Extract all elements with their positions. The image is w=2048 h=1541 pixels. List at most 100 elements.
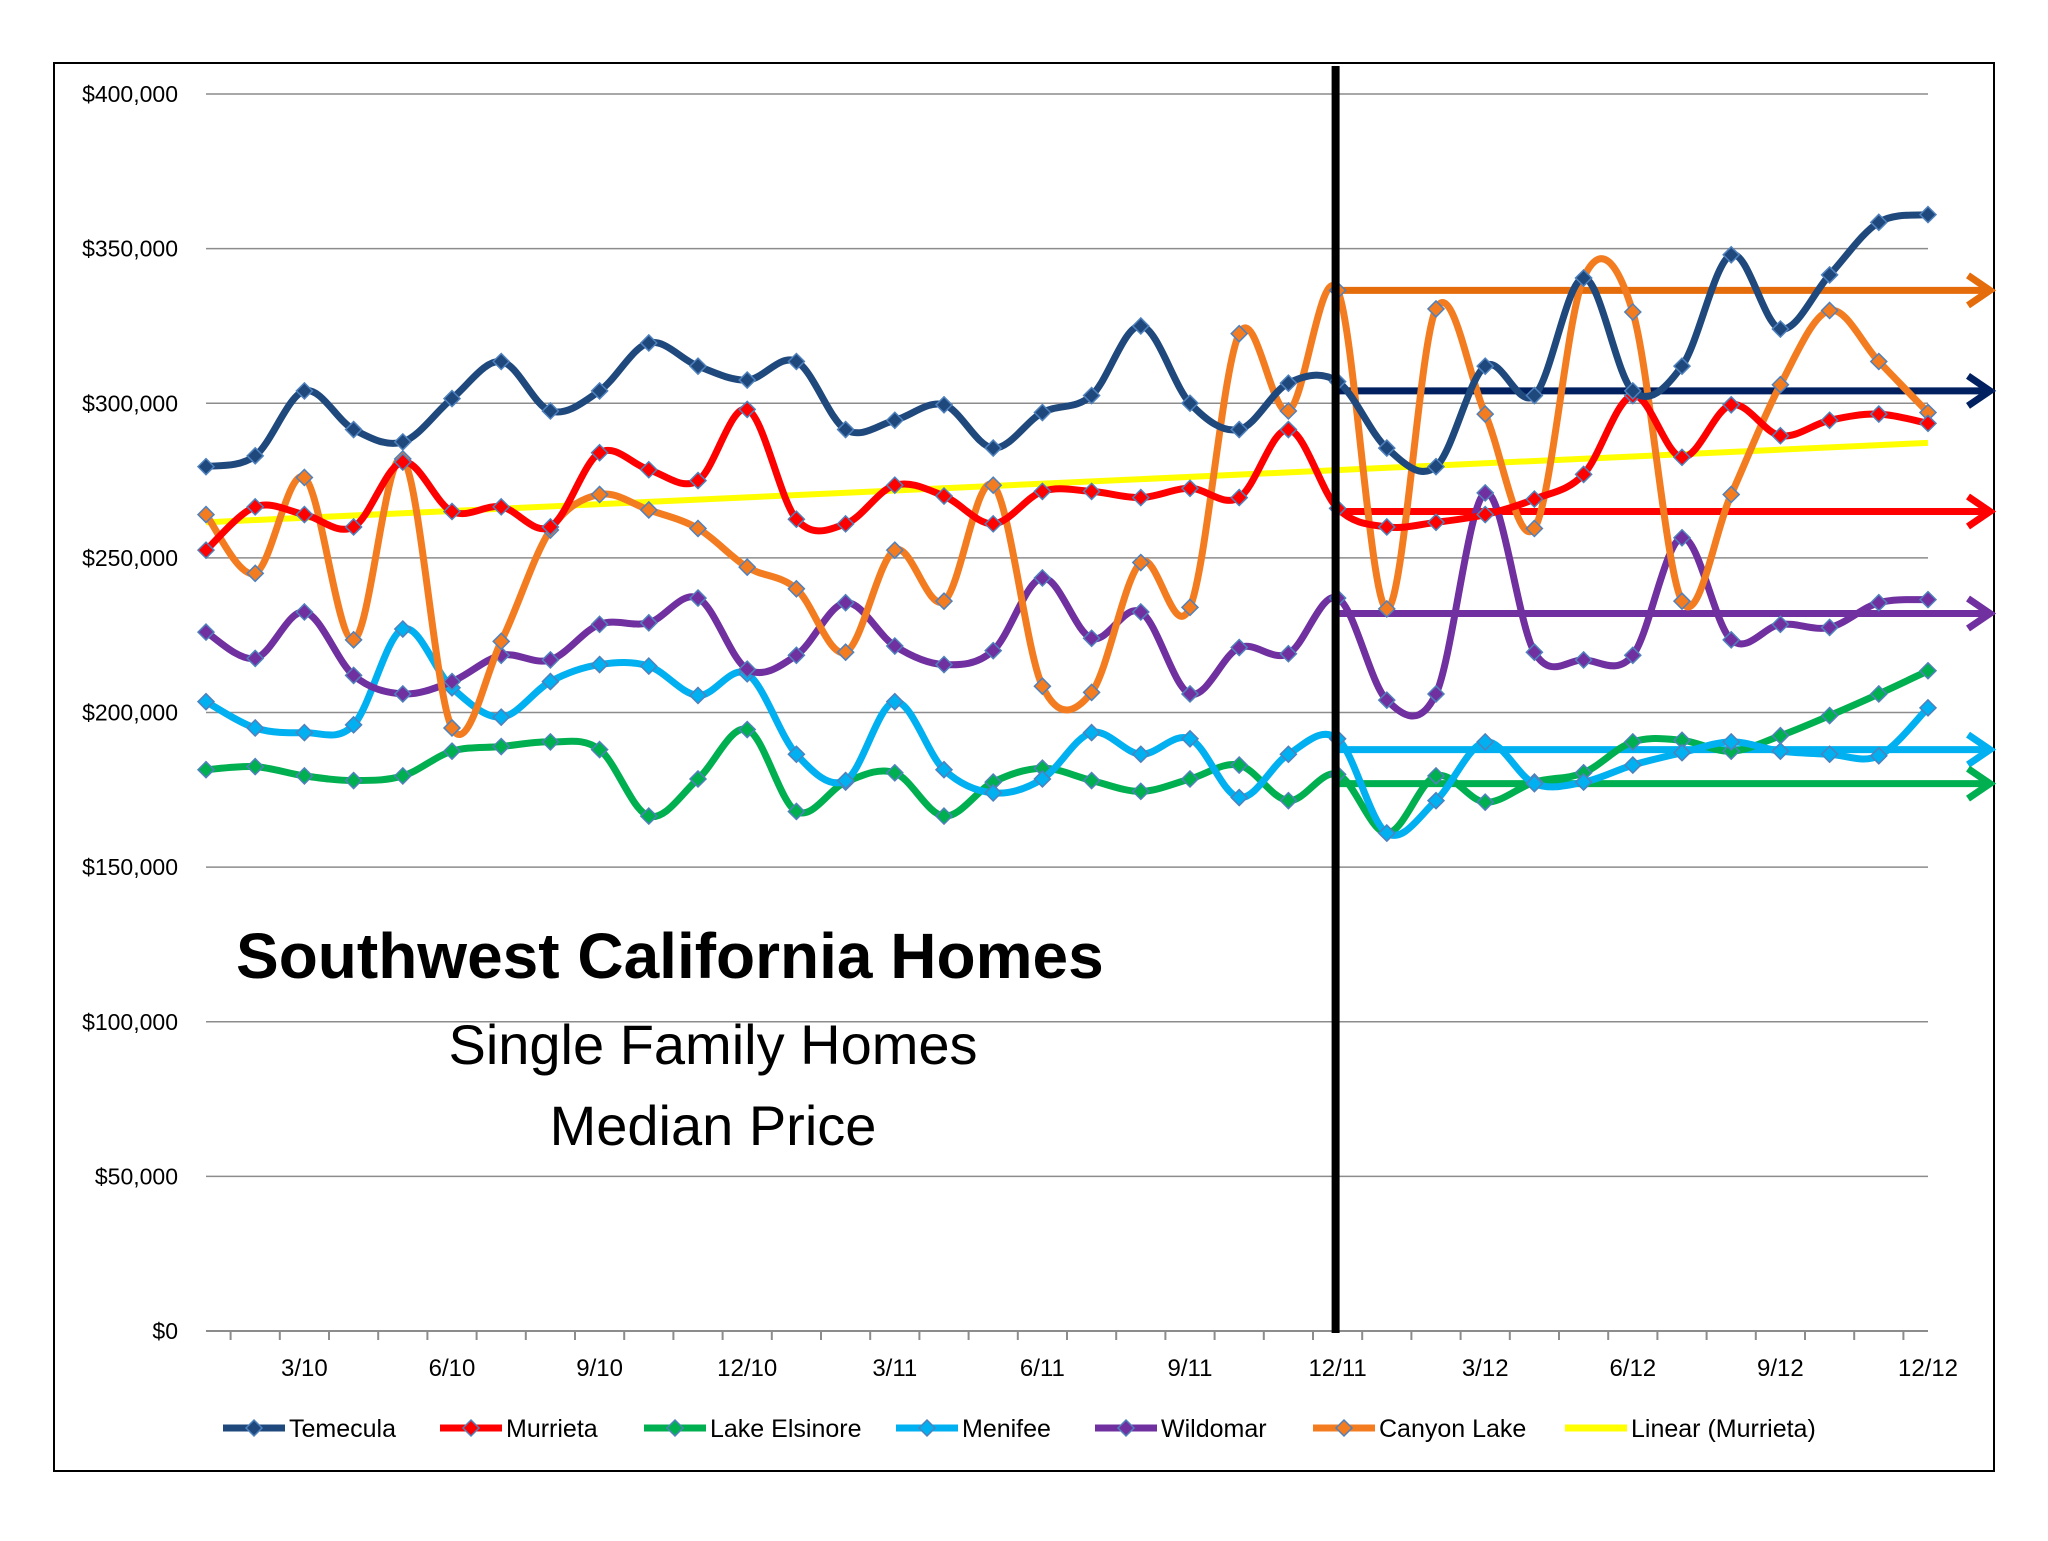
data-point-temecula: [688, 357, 708, 376]
data-point-wildomar: [196, 623, 216, 642]
data-point-murrieta: [885, 476, 904, 495]
data-point-murrieta: [1131, 488, 1150, 507]
data-point-murrieta: [246, 497, 265, 516]
legend-marker-wildomar: [1116, 1418, 1136, 1438]
data-point-lake-elsinore: [492, 737, 511, 756]
legend-label-wildomar: Wildomar: [1161, 1415, 1267, 1443]
data-point-wildomar: [1869, 593, 1888, 612]
reference-arrowhead-murrieta: [1966, 493, 1997, 530]
reference-arrowhead-temecula: [1966, 372, 1997, 409]
data-point-murrieta: [1476, 505, 1495, 524]
legend-marker-menifee: [917, 1418, 937, 1438]
legend-item-canyon-lake: Canyon Lake: [1313, 1415, 1526, 1443]
legend-item-murrieta: Murrieta: [440, 1415, 598, 1443]
data-point-wildomar: [1377, 691, 1396, 710]
series-wildomar: [196, 483, 1938, 720]
data-point-murrieta: [787, 510, 806, 529]
data-point-murrieta: [541, 517, 560, 537]
data-point-menifee: [541, 672, 560, 691]
legend-label-lake-elsinore: Lake Elsinore: [710, 1415, 861, 1443]
data-point-menifee: [1771, 742, 1790, 761]
data-point-temecula: [1131, 316, 1150, 335]
data-point-menifee: [344, 715, 363, 734]
data-point-temecula: [1426, 457, 1446, 476]
data-point-wildomar: [1525, 643, 1544, 662]
data-point-lake-elsinore: [1918, 661, 1938, 680]
data-point-murrieta: [196, 541, 216, 560]
data-point-murrieta: [1180, 479, 1200, 498]
y-tick-label: $250,000: [82, 545, 178, 571]
data-point-menifee: [1918, 698, 1938, 717]
data-point-wildomar: [1082, 629, 1101, 648]
data-point-lake-elsinore: [738, 720, 757, 739]
data-point-lake-elsinore: [1426, 766, 1446, 785]
data-point-menifee: [787, 745, 806, 764]
data-point-menifee: [492, 708, 511, 727]
data-point-lake-elsinore: [1476, 793, 1495, 812]
data-point-murrieta: [1722, 395, 1741, 414]
data-point-murrieta: [1377, 517, 1396, 537]
data-point-canyon-lake: [1131, 553, 1150, 572]
data-point-temecula: [344, 420, 363, 439]
data-point-canyon-lake: [885, 541, 904, 560]
data-point-canyon-lake: [836, 643, 855, 662]
x-tick-label: 12/11: [1308, 1355, 1366, 1382]
data-point-lake-elsinore: [934, 807, 954, 826]
data-point-murrieta: [639, 460, 658, 479]
x-tick-label: 6/11: [1020, 1355, 1065, 1382]
data-point-canyon-lake: [1476, 405, 1495, 424]
data-point-canyon-lake: [1082, 683, 1101, 702]
data-point-lake-elsinore: [344, 771, 363, 790]
data-point-lake-elsinore: [639, 807, 658, 826]
data-point-temecula: [1476, 357, 1495, 376]
reference-arrowhead-canyon-lake: [1966, 272, 1997, 309]
y-tick-label: $150,000: [82, 854, 178, 880]
data-point-menifee: [1377, 824, 1396, 843]
data-point-wildomar: [934, 655, 954, 674]
x-tick-label: 12/12: [1898, 1355, 1958, 1382]
data-point-temecula: [639, 333, 658, 353]
x-tick-label: 9/10: [576, 1355, 623, 1382]
data-point-lake-elsinore: [442, 742, 462, 761]
data-point-menifee: [1131, 745, 1150, 764]
x-tick-label: 9/12: [1757, 1355, 1804, 1382]
data-point-menifee: [246, 718, 265, 738]
data-point-temecula: [492, 352, 511, 371]
data-point-lake-elsinore: [1230, 756, 1249, 775]
data-point-temecula: [836, 420, 855, 439]
data-point-menifee: [1476, 732, 1495, 751]
data-point-temecula: [1574, 268, 1593, 288]
data-point-temecula: [246, 446, 265, 465]
data-point-lake-elsinore: [1279, 791, 1298, 810]
data-point-lake-elsinore: [590, 740, 609, 759]
data-point-murrieta: [295, 505, 314, 524]
data-point-canyon-lake: [738, 558, 757, 577]
y-tick-label: $300,000: [82, 390, 178, 416]
data-point-murrieta: [1820, 411, 1839, 430]
y-tick-label: $0: [152, 1318, 178, 1344]
data-point-wildomar: [1722, 630, 1741, 649]
data-point-murrieta: [836, 514, 855, 533]
legend-marker-temecula: [244, 1418, 264, 1438]
data-point-lake-elsinore: [295, 766, 314, 785]
data-point-menifee: [1722, 732, 1741, 751]
data-point-temecula: [885, 411, 904, 430]
data-point-temecula: [1820, 265, 1839, 284]
data-point-wildomar: [1918, 590, 1938, 609]
reference-arrow-wildomar: [1337, 595, 1997, 632]
data-point-canyon-lake: [1033, 677, 1052, 696]
chart-subtitle-line-1: Single Family Homes: [448, 1013, 977, 1076]
data-point-canyon-lake: [1869, 352, 1888, 371]
data-point-wildomar: [688, 589, 708, 608]
data-point-temecula: [787, 352, 806, 371]
data-point-menifee: [1525, 774, 1544, 793]
legend: Temecula Murrieta Lake Elsinore Menifee Wild…: [223, 1415, 1816, 1443]
data-point-menifee: [836, 771, 855, 790]
data-point-menifee: [1033, 769, 1052, 789]
data-point-canyon-lake: [246, 564, 265, 583]
data-point-canyon-lake: [1820, 301, 1839, 320]
data-point-wildomar: [885, 636, 904, 656]
data-point-lake-elsinore: [1869, 684, 1888, 704]
data-point-murrieta: [934, 486, 954, 506]
